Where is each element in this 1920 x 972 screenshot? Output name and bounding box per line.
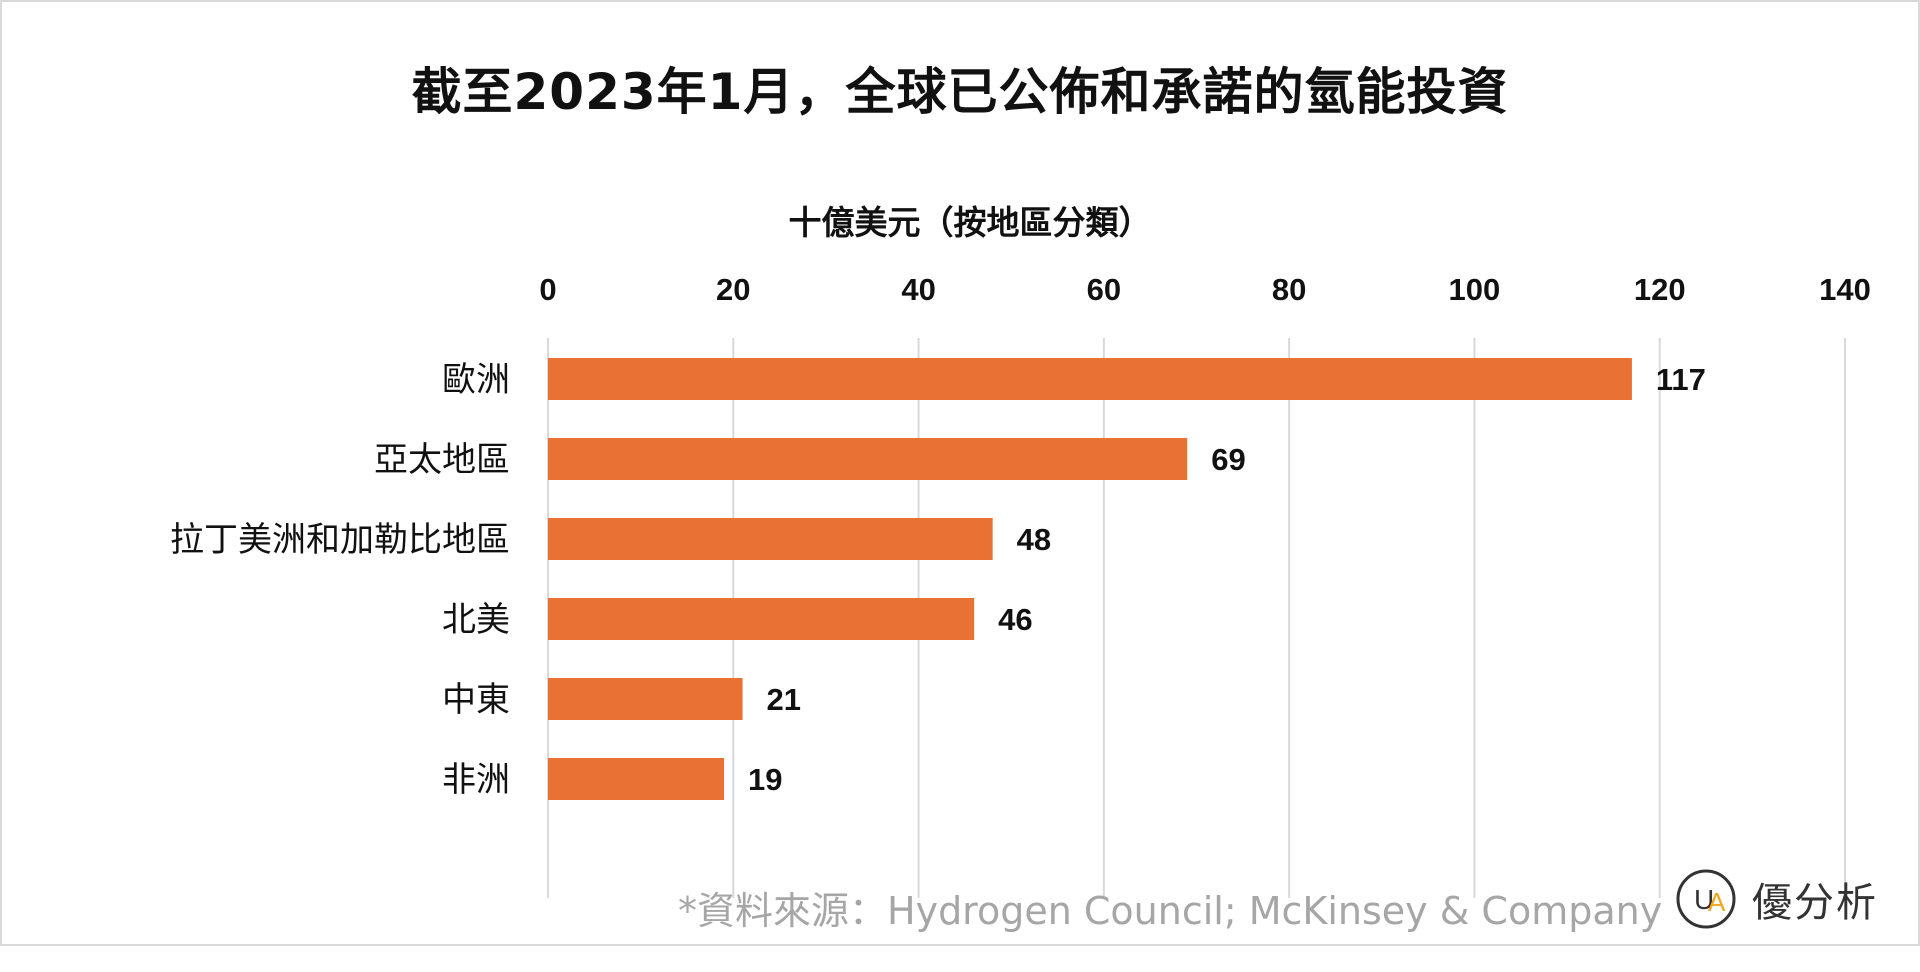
category-label: 歐洲 (442, 360, 510, 400)
x-tick-label: 120 (1634, 272, 1686, 307)
bar (548, 758, 725, 800)
x-tick-label: 20 (716, 272, 750, 307)
x-tick-label: 60 (1087, 272, 1121, 307)
data-label: 46 (998, 602, 1032, 637)
data-label: 21 (767, 682, 801, 717)
x-tick-label: 0 (539, 272, 556, 307)
svg-text:U: U (1694, 884, 1714, 915)
axis-title: 十億美元（按地區分類） (788, 203, 1152, 242)
x-tick-label: 40 (901, 272, 935, 307)
category-label: 非洲 (442, 760, 510, 800)
x-tick-label: 140 (1819, 272, 1871, 307)
ua-logo-icon: U A (1676, 869, 1736, 929)
category-label: 亞太地區 (374, 440, 510, 480)
bar (548, 678, 743, 720)
brand-name: 優分析 (1752, 880, 1878, 926)
bar (548, 438, 1188, 480)
x-tick-label: 100 (1449, 272, 1501, 307)
data-label: 117 (1656, 362, 1706, 397)
data-label: 69 (1211, 442, 1245, 477)
category-label: 中東 (442, 680, 510, 720)
bar (548, 598, 975, 640)
data-label: 48 (1017, 522, 1051, 557)
bar (548, 518, 993, 560)
category-label: 北美 (442, 600, 510, 640)
svg-text:A: A (1708, 887, 1726, 917)
bar (548, 358, 1632, 400)
data-label: 19 (748, 762, 782, 797)
x-tick-label: 80 (1272, 272, 1306, 307)
chart-title: 截至2023年1月，全球已公佈和承諾的氫能投資 (411, 63, 1509, 121)
brand-logo: U A 優分析 (1674, 864, 1878, 934)
source-note: *資料來源：Hydrogen Council; McKinsey & Compa… (678, 889, 1663, 933)
category-label: 拉丁美洲和加勒比地區 (170, 520, 510, 560)
